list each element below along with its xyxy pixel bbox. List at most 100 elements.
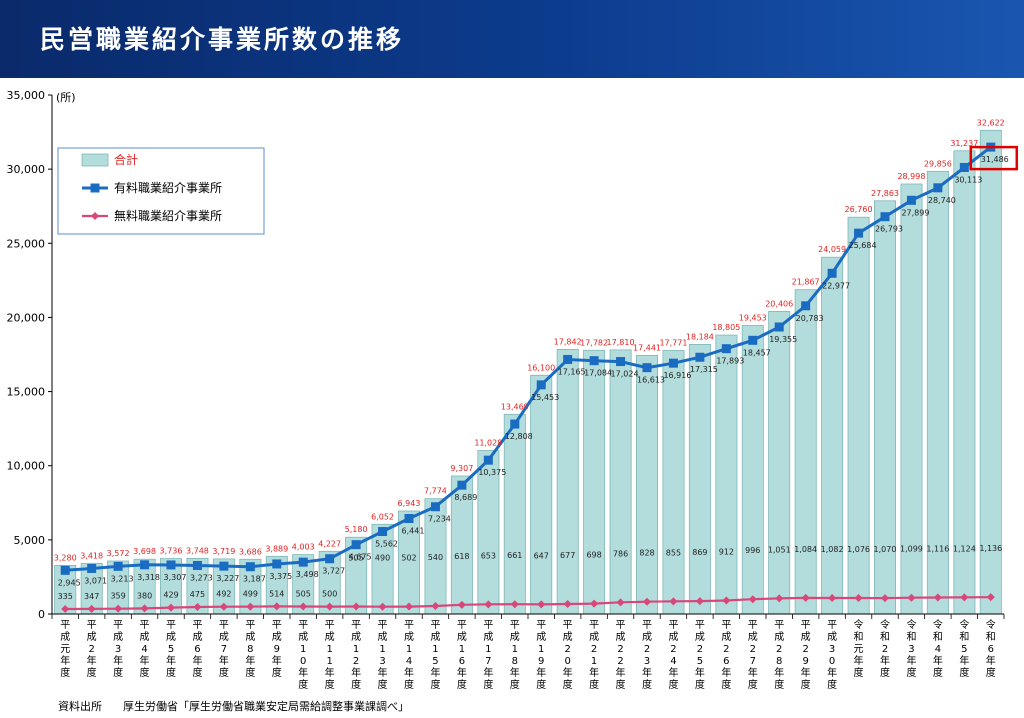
x-tick-label-22: 平成 2 3 年度 bbox=[642, 620, 652, 691]
free-label-12: 490 bbox=[375, 554, 390, 563]
total-label-12: 6,052 bbox=[371, 512, 394, 521]
point-paid-7 bbox=[245, 562, 255, 572]
point-free-15 bbox=[457, 600, 466, 609]
point-free-12 bbox=[378, 602, 387, 611]
x-tick-label-35: 令和 6 年度 bbox=[986, 618, 996, 679]
x-tick-label-6: 平成 7 年度 bbox=[219, 620, 229, 679]
x-tick-label-1: 平成 2 年度 bbox=[87, 620, 97, 679]
source-label: 資料出所 bbox=[58, 700, 102, 713]
point-free-28 bbox=[801, 593, 810, 602]
free-label-10: 500 bbox=[322, 590, 337, 599]
free-label-30: 1,076 bbox=[847, 545, 870, 554]
highlight-box bbox=[969, 145, 1019, 171]
legend-marker-paid bbox=[90, 183, 100, 193]
point-paid-5 bbox=[192, 560, 202, 570]
paid-label-25: 17,893 bbox=[716, 357, 744, 366]
free-label-1: 347 bbox=[84, 592, 99, 601]
paid-label-15: 8,689 bbox=[454, 493, 477, 502]
point-free-17 bbox=[510, 600, 519, 609]
paid-label-17: 12,808 bbox=[505, 432, 533, 441]
point-paid-23 bbox=[668, 358, 678, 368]
point-free-5 bbox=[193, 602, 202, 611]
bar-total-28 bbox=[794, 289, 817, 615]
paid-label-13: 6,441 bbox=[402, 526, 425, 535]
paid-label-1: 3,071 bbox=[84, 576, 107, 585]
paid-label-34: 30,113 bbox=[954, 175, 982, 184]
paid-label-33: 28,740 bbox=[928, 196, 956, 205]
point-paid-21 bbox=[616, 357, 626, 367]
bar-total-23 bbox=[662, 350, 685, 615]
point-paid-0 bbox=[60, 565, 70, 575]
point-paid-26 bbox=[748, 335, 758, 345]
free-label-13: 502 bbox=[401, 554, 416, 563]
total-label-11: 5,180 bbox=[345, 525, 368, 534]
point-paid-33 bbox=[933, 183, 943, 193]
point-free-31 bbox=[881, 594, 889, 603]
paid-label-22: 16,613 bbox=[637, 376, 665, 385]
free-label-28: 1,084 bbox=[794, 545, 817, 554]
paid-label-3: 3,318 bbox=[137, 573, 160, 582]
paid-label-30: 25,684 bbox=[849, 241, 877, 250]
paid-label-5: 3,273 bbox=[190, 573, 213, 582]
bar-total-26 bbox=[741, 325, 764, 615]
lines-group bbox=[60, 142, 996, 614]
labels-group: 3,280 3,418 3,572 3,698 3,736 3,748 3,719 3,686… bbox=[54, 118, 1019, 601]
total-label-1: 3,418 bbox=[80, 551, 103, 560]
free-label-24: 869 bbox=[692, 548, 707, 557]
x-tick-label-2: 平成 3 年度 bbox=[113, 620, 123, 679]
free-label-11: 505 bbox=[348, 554, 363, 563]
paid-label-11: 4,675 bbox=[349, 553, 372, 562]
free-label-15: 618 bbox=[454, 552, 469, 561]
x-tick-label-12: 平成 1 3 年度 bbox=[378, 620, 388, 691]
total-label-34: 31,237 bbox=[950, 139, 978, 148]
x-tick-label-19: 平成 2 0 年度 bbox=[563, 620, 573, 691]
paid-label-2: 3,213 bbox=[111, 574, 134, 583]
bar-total-27 bbox=[768, 310, 791, 615]
point-free-9 bbox=[299, 602, 308, 611]
point-free-33 bbox=[933, 593, 942, 602]
bar-total-25 bbox=[715, 334, 738, 615]
total-label-4: 3,736 bbox=[160, 547, 183, 556]
x-tick-label-29: 平成 3 0 年度 bbox=[827, 620, 837, 691]
free-label-31: 1,070 bbox=[874, 545, 897, 554]
bar-total-18 bbox=[530, 374, 553, 615]
legend-label-free: 無料職業紹介事業所 bbox=[114, 208, 222, 223]
total-label-25: 18,805 bbox=[712, 323, 740, 332]
free-label-29: 1,082 bbox=[821, 545, 844, 554]
y-tick-label-0: 0 bbox=[38, 608, 45, 621]
x-tick-label-33: 令和 4 年度 bbox=[933, 618, 943, 679]
point-free-22 bbox=[643, 597, 651, 606]
free-label-5: 475 bbox=[190, 590, 205, 599]
point-free-32 bbox=[907, 593, 916, 602]
x-tick-label-11: 平成 1 2 年度 bbox=[351, 620, 361, 691]
total-label-32: 28,998 bbox=[897, 172, 925, 181]
point-paid-1 bbox=[87, 563, 97, 573]
free-label-7: 499 bbox=[243, 590, 258, 599]
point-paid-24 bbox=[695, 352, 705, 362]
total-label-7: 3,686 bbox=[239, 547, 262, 556]
free-label-17: 661 bbox=[507, 551, 522, 560]
point-paid-10 bbox=[325, 554, 335, 564]
header-banner: 民営職業紹介事業所数の推移 bbox=[0, 0, 1024, 78]
total-label-9: 4,003 bbox=[292, 543, 315, 552]
x-tick-label-9: 平成 1 0 年度 bbox=[298, 620, 308, 691]
point-free-18 bbox=[537, 600, 546, 609]
point-paid-15 bbox=[457, 480, 467, 490]
page-title: 民営職業紹介事業所数の推移 bbox=[40, 25, 405, 54]
paid-label-20: 17,084 bbox=[584, 369, 612, 378]
paid-label-4: 3,307 bbox=[164, 573, 187, 582]
total-label-33: 29,856 bbox=[924, 159, 952, 168]
total-label-35: 32,622 bbox=[977, 118, 1005, 127]
x-tick-label-8: 平成 9 年度 bbox=[272, 620, 282, 679]
paid-label-9: 3,498 bbox=[296, 570, 319, 579]
bar-total-21 bbox=[609, 349, 632, 615]
x-tick-label-21: 平成 2 2 年度 bbox=[616, 620, 626, 691]
point-paid-11 bbox=[351, 540, 361, 550]
paid-label-35: 31,486 bbox=[981, 155, 1009, 164]
paid-label-19: 17,165 bbox=[558, 367, 586, 376]
free-label-3: 380 bbox=[137, 591, 152, 600]
x-tick-label-18: 平成 1 9 年度 bbox=[536, 620, 546, 691]
total-label-16: 11,028 bbox=[474, 438, 502, 447]
bar-total-29 bbox=[821, 256, 844, 615]
